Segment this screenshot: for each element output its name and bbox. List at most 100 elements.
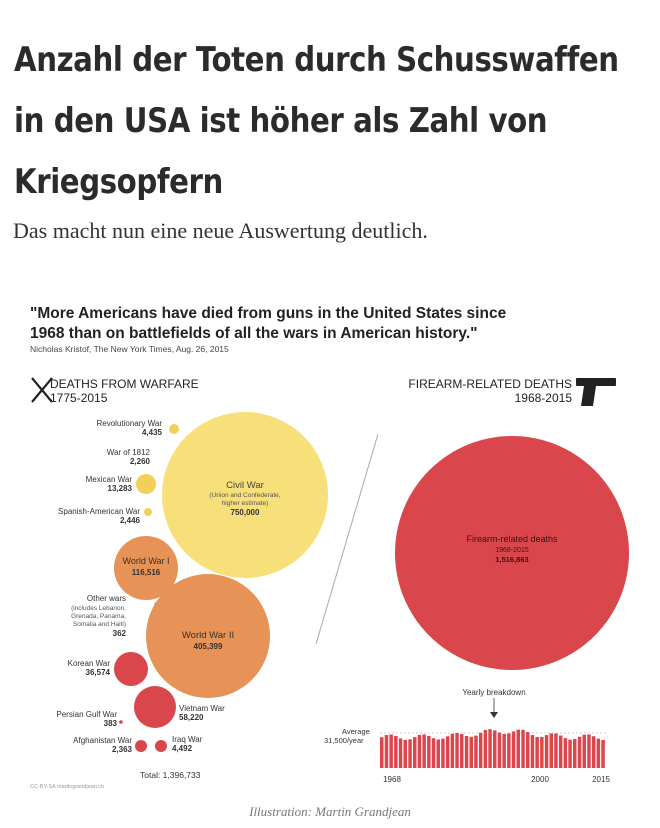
note-civil-war-2: higher estimate) <box>222 500 269 507</box>
yearly-bar <box>596 738 601 768</box>
firearm-label: Firearm-related deaths <box>466 534 558 544</box>
divider-line <box>315 433 379 645</box>
yearly-bar <box>516 729 520 768</box>
firearm-label-years: 1968-2015 <box>495 547 529 554</box>
yearly-bar <box>558 735 563 768</box>
crossed-rifles-icon <box>31 377 53 403</box>
revolutionary-war-circle <box>169 424 179 434</box>
yearly-bar <box>507 733 511 768</box>
yearly-bar <box>436 739 440 768</box>
persian-gulf-war-circle <box>119 720 123 724</box>
yearly-bar <box>413 737 417 768</box>
infographic: "More Americans have died from guns in t… <box>30 305 629 790</box>
yearly-bar <box>563 738 568 768</box>
yearly-breakdown-label: Yearly breakdown <box>462 688 525 697</box>
value-other-wars: 362 <box>113 629 127 638</box>
yearly-bar <box>389 734 393 768</box>
value-persian-gulf-war: 383 <box>104 719 118 728</box>
note-other-wars-2: Grenada, Panama, <box>71 613 126 620</box>
yearly-bar <box>441 738 445 768</box>
value-war-of-1812: 2,260 <box>130 457 151 466</box>
yearly-bar <box>464 736 469 768</box>
value-korean-war: 36,574 <box>86 668 111 677</box>
yearly-bar <box>601 740 605 768</box>
firearm-title: FIREARM-RELATED DEATHS <box>408 377 572 391</box>
value-revolutionary-war: 4,435 <box>142 428 163 437</box>
label-other-wars: Other wars <box>87 594 126 603</box>
yearly-bar <box>497 732 502 768</box>
label-world-war-i: World War I <box>122 556 169 566</box>
note-civil-war-1: (Union and Confederate, <box>209 492 280 499</box>
yearly-bar <box>530 735 535 768</box>
spanish-american-war-circle <box>144 508 152 516</box>
yearly-bar <box>403 739 407 768</box>
yearly-bar <box>535 737 539 768</box>
yearly-bar <box>431 738 436 768</box>
axis-tick-1968: 1968 <box>383 775 401 784</box>
yearly-bar <box>502 734 506 768</box>
credit-text: CC-BY-SA martingrandjean.ch <box>30 784 104 790</box>
yearly-bar <box>427 735 431 768</box>
mexican-war-circle <box>136 474 156 494</box>
yearly-bar <box>469 736 473 768</box>
label-spanish-american-war: Spanish-American War <box>58 507 140 516</box>
label-revolutionary-war: Revolutionary War <box>96 419 162 428</box>
average-value: 31,500/year <box>324 736 364 745</box>
quote-attribution: Nicholas Kristof, The New York Times, Au… <box>30 344 229 354</box>
value-vietnam-war: 58,220 <box>179 713 204 722</box>
quote-line-2: 1968 than on battlefields of all the war… <box>30 325 478 342</box>
yearly-bar <box>394 736 398 768</box>
yearly-bar <box>554 733 558 768</box>
quote-line-1: "More Americans have died from guns in t… <box>30 305 507 322</box>
value-spanish-american-war: 2,446 <box>120 516 141 525</box>
vietnam-war-circle <box>134 686 176 728</box>
firearm-value: 1,516,863 <box>495 555 528 564</box>
headline-line-1: Anzahl der Toten durch Schusswaffen <box>14 40 619 80</box>
yearly-bar <box>474 735 478 768</box>
yearly-bar <box>526 732 530 768</box>
warfare-title: DEATHS FROM WARFARE <box>50 377 199 391</box>
yearly-bar <box>460 734 464 768</box>
yearly-bar <box>398 738 403 768</box>
note-other-wars-1: (includes Lebanon, <box>71 605 126 612</box>
label-persian-gulf-war: Persian Gulf War <box>56 710 117 719</box>
yearly-bars <box>380 729 605 768</box>
warfare-total: Total: 1,396,733 <box>140 770 201 780</box>
value-civil-war: 750,000 <box>231 508 260 517</box>
average-label: Average <box>342 727 370 736</box>
label-mexican-war: Mexican War <box>86 475 133 484</box>
yearly-bar <box>549 733 553 768</box>
afghanistan-war-circle <box>135 740 147 752</box>
yearly-bar <box>455 732 459 768</box>
axis-tick-2015: 2015 <box>592 775 610 784</box>
headline-line-3: Kriegsopfern <box>14 162 223 202</box>
yearly-bar <box>582 734 586 768</box>
yearly-bar <box>521 729 525 768</box>
headline-line-2: in den USA ist höher als Zahl von <box>14 101 548 141</box>
civil-war-circle <box>162 412 328 578</box>
label-war-of-1812: War of 1812 <box>107 448 151 457</box>
firearm-deaths-circle <box>395 436 629 670</box>
yearly-bar <box>384 735 389 768</box>
yearly-bar <box>540 736 544 768</box>
label-korean-war: Korean War <box>68 659 111 668</box>
yearly-bar <box>544 735 549 768</box>
yearly-bar <box>417 734 422 768</box>
firearm-years: 1968-2015 <box>515 391 573 405</box>
image-caption: Illustration: Martin Grandjean <box>249 804 411 819</box>
yearly-bar <box>511 731 516 768</box>
value-iraq-war: 4,492 <box>172 744 193 753</box>
world-war-i-circle <box>114 536 178 600</box>
yearly-bar <box>577 736 582 768</box>
iraq-war-circle <box>155 740 167 752</box>
yearly-bar <box>380 737 384 768</box>
label-iraq-war: Iraq War <box>172 735 203 744</box>
korean-war-circle <box>114 652 148 686</box>
yearly-bar <box>422 734 426 768</box>
yearly-bar <box>568 739 572 768</box>
label-civil-war: Civil War <box>226 480 264 491</box>
yearly-bar <box>478 732 483 768</box>
value-mexican-war: 13,283 <box>108 484 133 493</box>
value-world-war-i: 116,516 <box>132 568 161 577</box>
yearly-breakdown-arrowhead <box>490 712 498 718</box>
